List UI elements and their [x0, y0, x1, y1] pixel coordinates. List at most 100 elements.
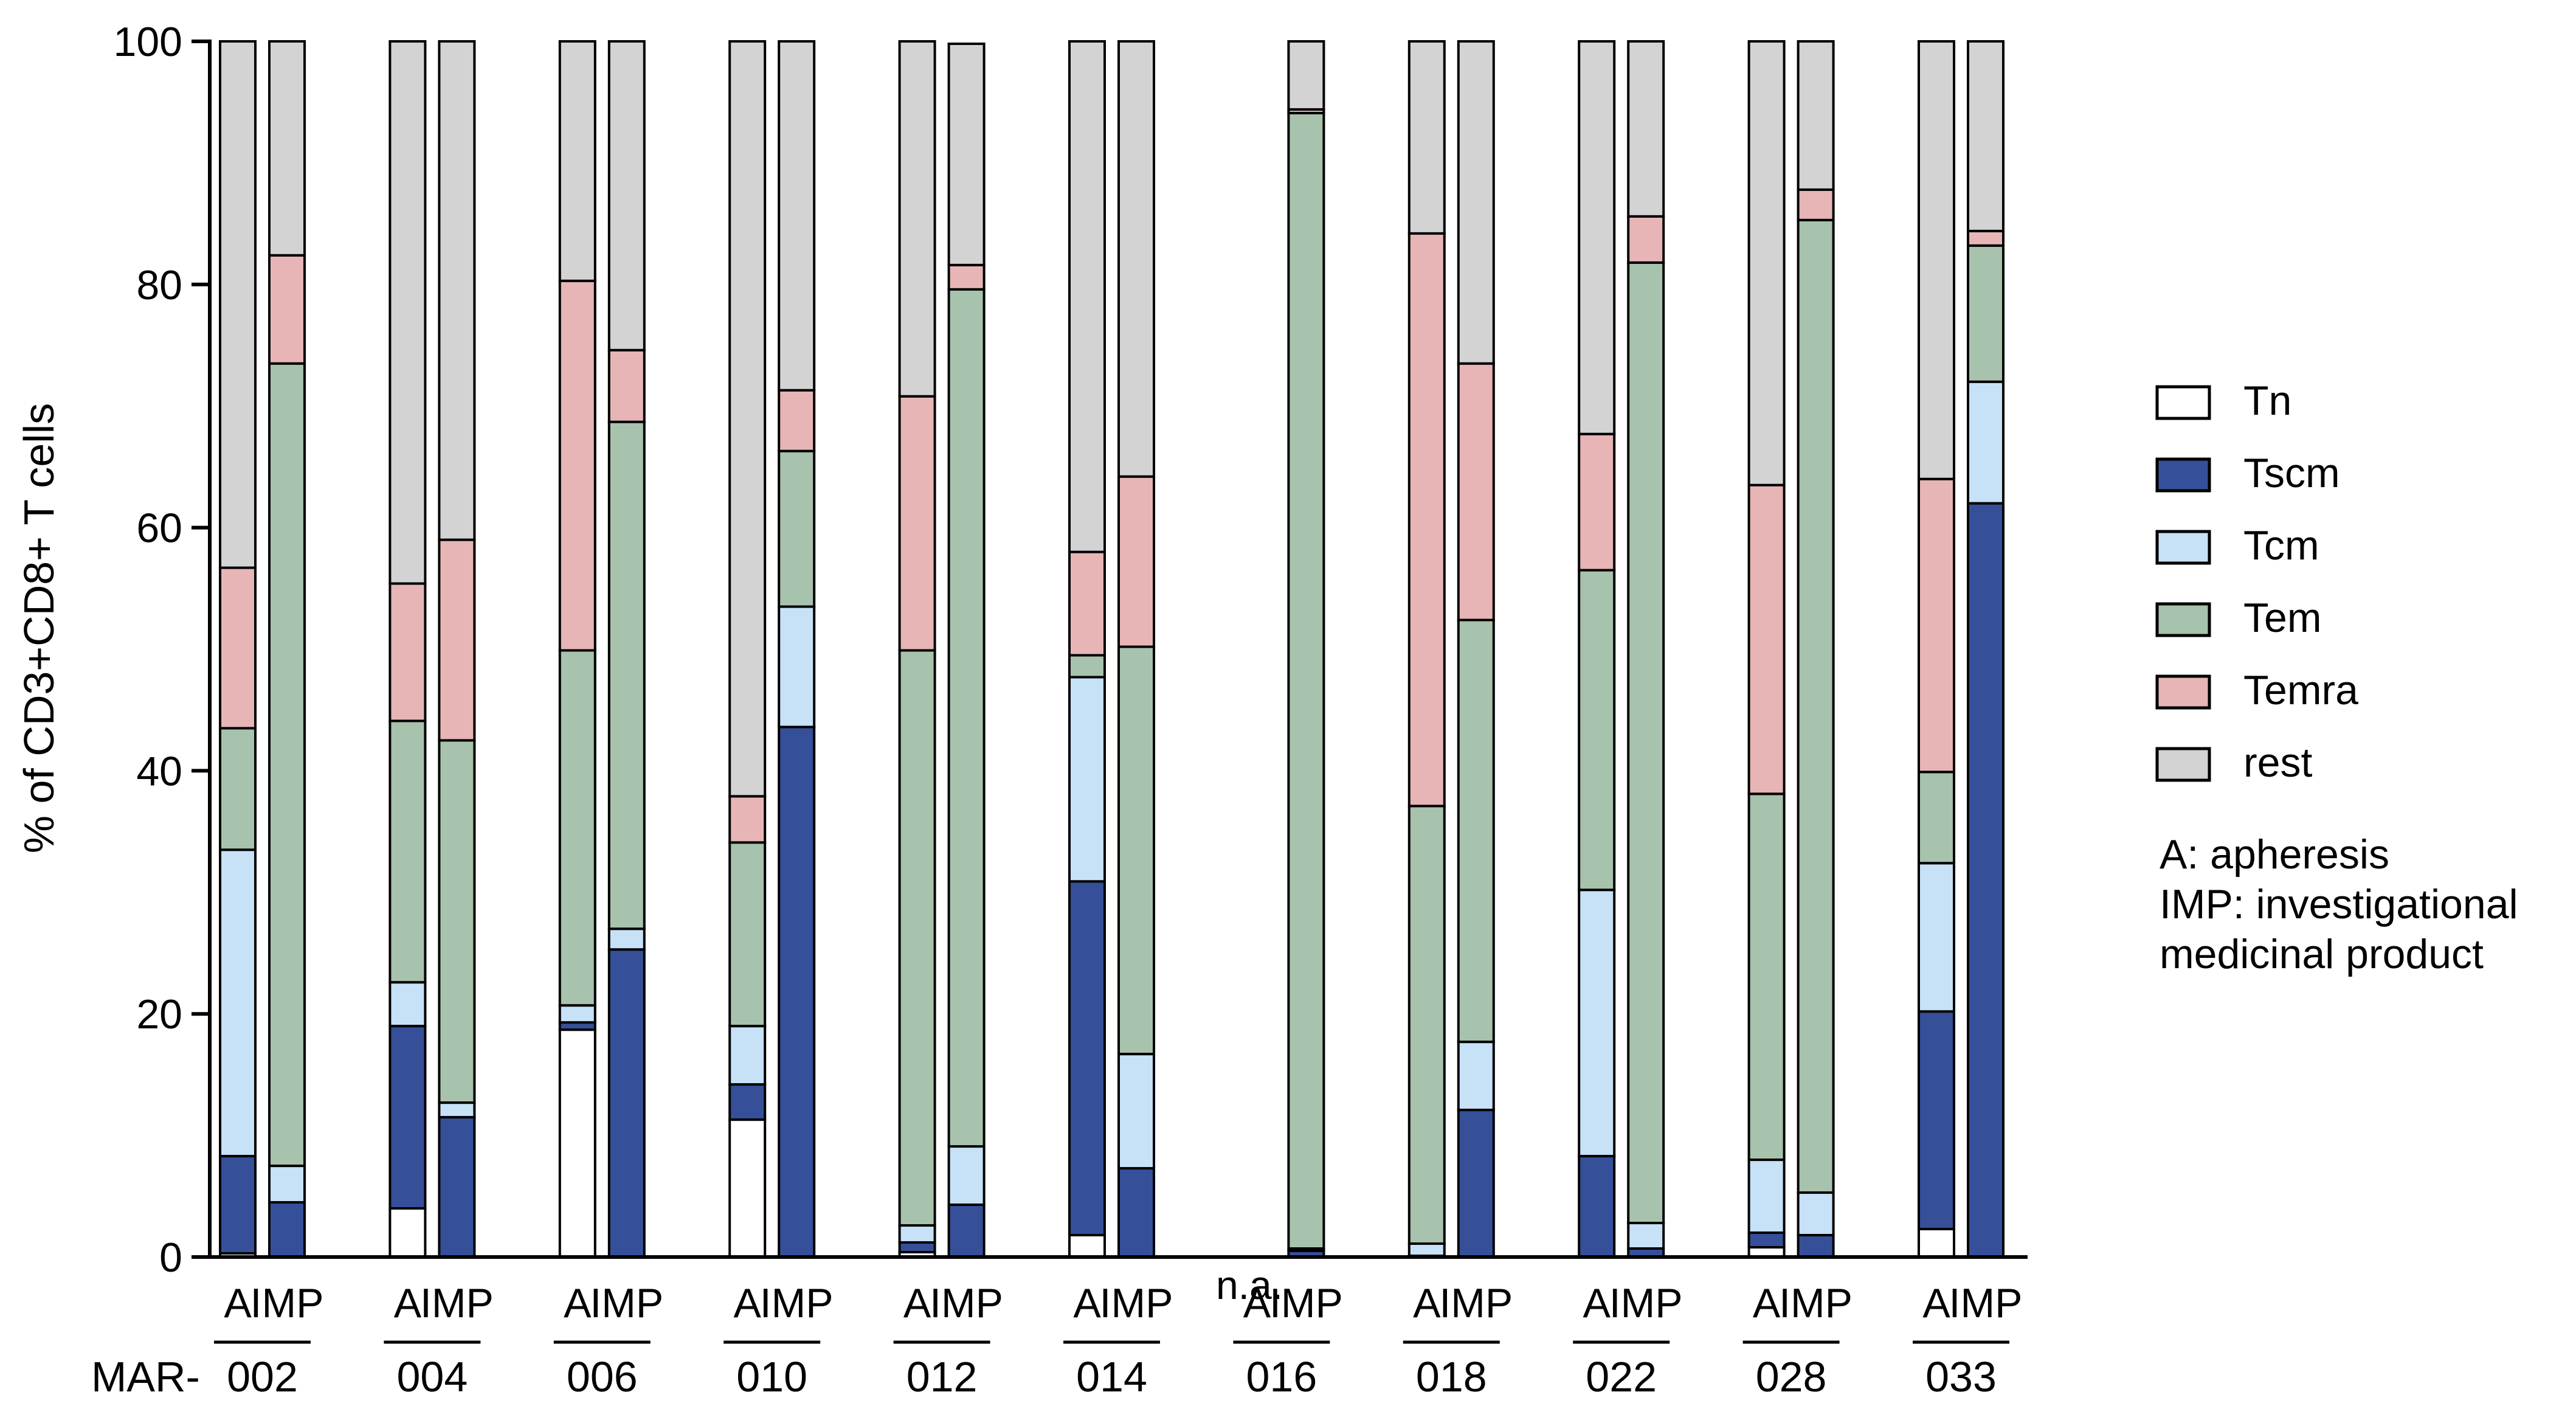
- bar-label-010-imp: IMP: [760, 1280, 834, 1326]
- bar-label-022-imp: IMP: [1609, 1280, 1683, 1326]
- bar-segment-tem-012-a: [898, 649, 936, 1227]
- bar-label-016-imp: IMP: [1269, 1280, 1343, 1326]
- bar-segment-tcm-028-imp: [1797, 1191, 1835, 1237]
- bar-segment-temra-010-a: [728, 795, 767, 844]
- bar-segment-rest-022-imp: [1627, 40, 1665, 218]
- bar-segment-rest-028-imp: [1797, 40, 1835, 191]
- bar-segment-rest-002-imp: [268, 40, 306, 257]
- bar-segment-temra-018-imp: [1457, 362, 1495, 622]
- bar-label-018-a: A: [1413, 1280, 1441, 1326]
- legend-note-line-3: medicinal product: [2160, 931, 2484, 977]
- bar-label-006-imp: IMP: [590, 1280, 663, 1326]
- bar-label-022-a: A: [1583, 1280, 1611, 1326]
- bar-segment-rest-022-a: [1578, 40, 1616, 435]
- bar-segment-tem-016-imp: [1287, 111, 1325, 1250]
- bar-segment-rest-033-imp: [1967, 40, 2005, 232]
- bar-segment-temra-022-a: [1578, 432, 1616, 572]
- y-tick-label-20: 20: [136, 991, 182, 1037]
- bar-segment-tn-010-a: [728, 1118, 767, 1259]
- bar-segment-temra-006-imp: [607, 348, 646, 423]
- bar-segment-temra-002-imp: [268, 254, 306, 365]
- bar-segment-rest-006-imp: [607, 40, 646, 352]
- group-label-010: 010: [736, 1353, 807, 1401]
- bars-layer: [219, 40, 2005, 1259]
- bar-segment-tem-002-imp: [268, 362, 306, 1168]
- bar-segment-rest-004-imp: [438, 40, 476, 541]
- bar-segment-tem-012-imp: [947, 288, 986, 1148]
- bar-segment-temra-033-imp: [1967, 229, 2005, 247]
- bar-segment-tem-028-imp: [1797, 218, 1835, 1194]
- bar-segment-tem-002-a: [219, 727, 257, 851]
- bar-segment-tem-014-a: [1068, 654, 1106, 679]
- y-tick-label-100: 100: [114, 19, 182, 65]
- axes-layer: 0 20 40 60 80 100: [114, 19, 2028, 1281]
- bar-segment-temra-028-imp: [1797, 188, 1835, 221]
- legend-swatch-temra: [2155, 674, 2211, 710]
- bar-segment-tcm-004-a: [388, 981, 427, 1028]
- bar-segment-temra-014-imp: [1117, 475, 1155, 648]
- bar-segment-tn-033-a: [1918, 1228, 1955, 1258]
- bar-segment-rest-016-imp: [1287, 40, 1325, 111]
- bar-segment-rest-012-imp: [947, 42, 986, 266]
- bar-segment-tscm-010-imp: [778, 726, 816, 1259]
- y-axis-label: % of CD3+CD8+ T cells: [15, 403, 63, 854]
- y-tick-label-60: 60: [136, 505, 182, 552]
- bar-segment-tscm-014-imp: [1117, 1167, 1155, 1258]
- bar-segment-tcm-022-imp: [1627, 1222, 1665, 1250]
- legend-note-line-1: A: apheresis: [2160, 831, 2389, 878]
- bar-segment-tem-018-a: [1407, 805, 1446, 1245]
- bar-label-018-imp: IMP: [1439, 1280, 1513, 1326]
- bar-segment-tscm-033-a: [1918, 1010, 1955, 1231]
- bar-segment-rest-006-a: [558, 40, 596, 282]
- bar-segment-tcm-033-imp: [1967, 380, 2005, 505]
- bar-segment-tcm-004-imp: [438, 1101, 476, 1119]
- bar-label-028-a: A: [1753, 1280, 1781, 1326]
- bar-segment-temra-028-a: [1747, 483, 1786, 795]
- y-tick-label-80: 80: [136, 262, 182, 308]
- bar-segment-tcm-002-a: [219, 848, 257, 1158]
- bar-segment-temra-022-imp: [1627, 215, 1665, 264]
- group-label-012: 012: [906, 1353, 978, 1401]
- bar-segment-tscm-022-a: [1578, 1155, 1616, 1259]
- bar-segment-tscm-010-a: [728, 1083, 767, 1121]
- bar-segment-tcm-012-imp: [947, 1145, 986, 1207]
- group-label-002: 002: [227, 1353, 298, 1401]
- bar-segment-tem-010-imp: [778, 449, 816, 608]
- bar-segment-rest-014-a: [1068, 40, 1106, 553]
- group-label-006: 006: [567, 1353, 638, 1401]
- bar-label-028-imp: IMP: [1779, 1280, 1853, 1326]
- bar-segment-rest-010-a: [728, 40, 767, 798]
- bar-segment-tscm-033-imp: [1967, 502, 2005, 1258]
- bar-segment-tem-033-a: [1918, 771, 1955, 865]
- bar-label-016-a: A: [1243, 1280, 1271, 1326]
- bar-segment-rest-018-imp: [1457, 40, 1495, 365]
- bar-segment-temra-014-a: [1068, 550, 1106, 657]
- bar-segment-tcm-010-imp: [778, 605, 816, 729]
- bar-segment-tscm-002-imp: [268, 1201, 306, 1259]
- bar-segment-temra-002-a: [219, 566, 257, 730]
- bar-segment-tscm-028-imp: [1797, 1234, 1835, 1258]
- bar-segment-tscm-004-imp: [438, 1116, 476, 1258]
- bar-segment-rest-010-imp: [778, 40, 816, 392]
- x-labels-layer: AIMP002AIMP004AIMP006AIMP010AIMP012AIMP0…: [91, 1280, 2022, 1401]
- bar-segment-rest-012-a: [898, 40, 936, 398]
- legend-label-tem: Tem: [2243, 595, 2321, 641]
- bar-label-012-a: A: [903, 1280, 931, 1326]
- bar-segment-tcm-010-a: [728, 1025, 767, 1086]
- bar-segment-tem-014-imp: [1117, 645, 1155, 1056]
- legend-swatch-tem: [2155, 602, 2211, 637]
- bar-label-002-a: A: [224, 1280, 252, 1326]
- bar-segment-rest-033-a: [1918, 40, 1955, 480]
- legend-label-tcm: Tcm: [2243, 522, 2319, 569]
- bar-segment-tn-014-a: [1068, 1234, 1106, 1258]
- bar-segment-tn-006-a: [558, 1028, 596, 1258]
- bar-segment-tem-028-a: [1747, 792, 1786, 1162]
- legend-swatch-tn: [2155, 385, 2211, 420]
- bar-segment-tscm-028-a: [1747, 1231, 1786, 1249]
- bar-segment-tem-004-imp: [438, 739, 476, 1104]
- legend-label-temra: Temra: [2243, 667, 2358, 713]
- bar-segment-tscm-002-a: [219, 1155, 257, 1255]
- bar-label-006-a: A: [564, 1280, 592, 1326]
- bar-segment-tem-004-a: [388, 719, 427, 984]
